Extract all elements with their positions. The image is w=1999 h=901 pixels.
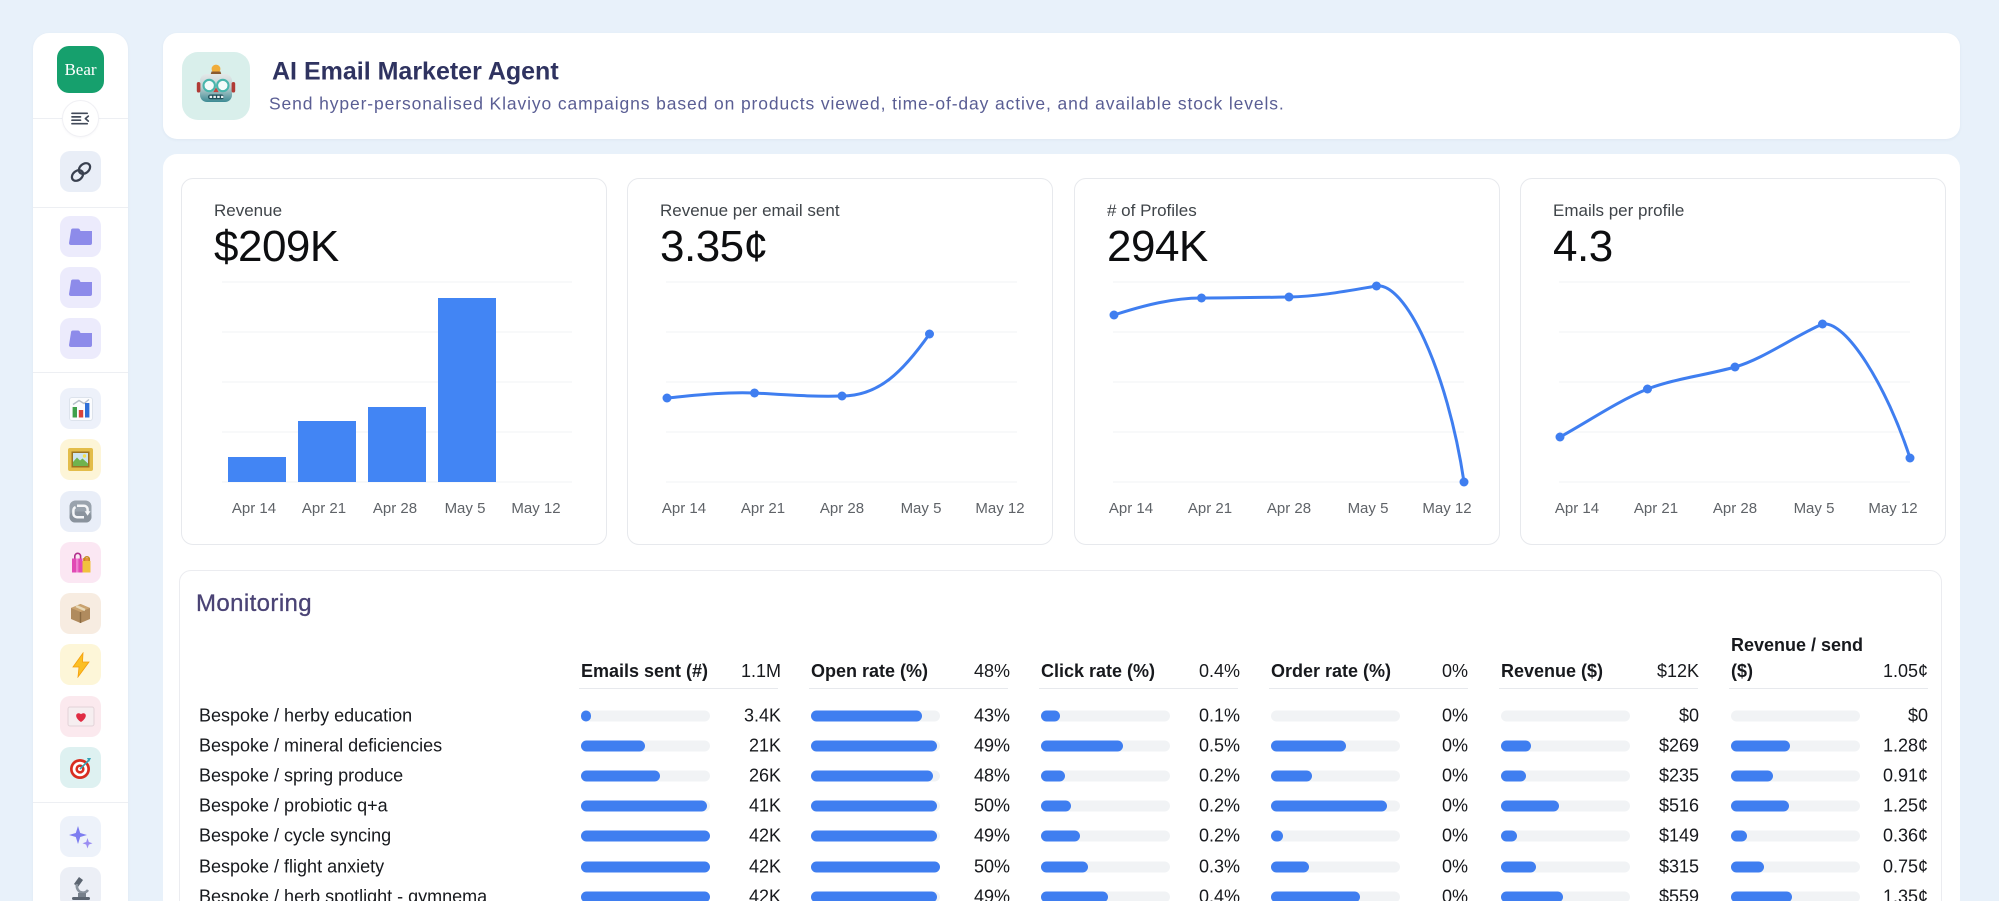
svg-text:Apr 28: Apr 28 (373, 500, 417, 517)
svg-text:Apr 14: Apr 14 (662, 500, 706, 517)
svg-text:May 5: May 5 (445, 500, 486, 517)
svg-text:Apr 14: Apr 14 (232, 500, 276, 517)
svg-text:Apr 21: Apr 21 (741, 500, 785, 517)
svg-text:Apr 14: Apr 14 (1109, 500, 1153, 517)
svg-text:Apr 28: Apr 28 (1267, 500, 1311, 517)
svg-text:May 5: May 5 (1348, 500, 1389, 517)
svg-text:Apr 14: Apr 14 (1555, 500, 1599, 517)
svg-text:May 12: May 12 (511, 500, 560, 517)
svg-text:Apr 28: Apr 28 (1713, 500, 1757, 517)
svg-text:May 5: May 5 (1794, 500, 1835, 517)
svg-text:May 5: May 5 (901, 500, 942, 517)
svg-text:May 12: May 12 (975, 500, 1024, 517)
svg-text:May 12: May 12 (1868, 500, 1917, 517)
svg-text:Apr 21: Apr 21 (302, 500, 346, 517)
svg-text:Apr 21: Apr 21 (1188, 500, 1232, 517)
svg-text:Apr 28: Apr 28 (820, 500, 864, 517)
svg-text:Apr 21: Apr 21 (1634, 500, 1678, 517)
svg-text:May 12: May 12 (1422, 500, 1471, 517)
